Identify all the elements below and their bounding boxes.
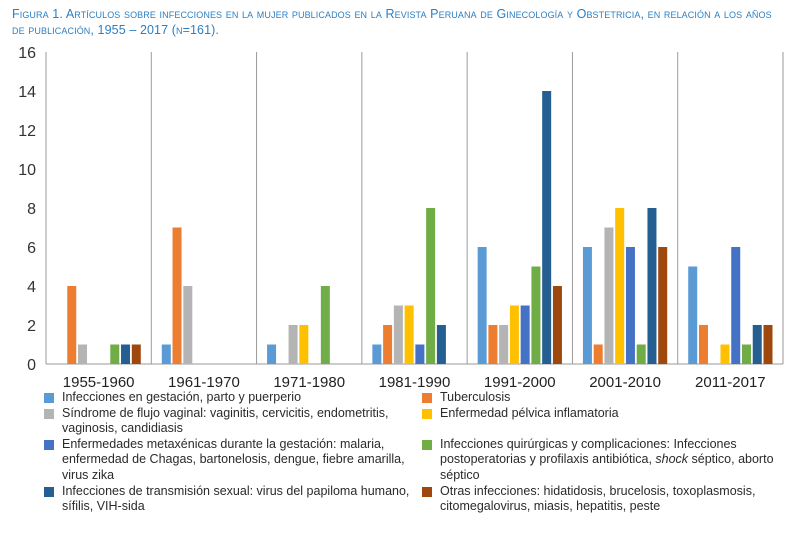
bar-5-4 (625, 247, 635, 364)
bar-6-7 (763, 325, 773, 364)
y-tick-label: 16 (18, 45, 36, 62)
y-tick-label: 2 (27, 318, 36, 335)
bar-5-7 (658, 247, 668, 364)
bar-2-3 (299, 325, 309, 364)
bar-0-7 (131, 344, 141, 364)
bar-4-5 (531, 266, 541, 364)
x-tick-label: 2001-2010 (589, 374, 661, 391)
legend-label: Síndrome de flujo vaginal: vaginitis, ce… (62, 405, 389, 436)
legend-swatch (44, 408, 54, 419)
y-tick-label: 14 (18, 84, 36, 101)
legend-item: Otras infecciones: hidatidosis, brucelos… (418, 484, 790, 515)
legend-swatch (422, 486, 432, 497)
bar-6-4 (731, 247, 741, 364)
bar-3-2 (393, 305, 403, 364)
y-tick-label: 8 (27, 201, 36, 218)
bar-0-1 (67, 286, 77, 364)
bar-4-4 (520, 305, 530, 364)
bar-6-3 (720, 344, 730, 364)
bar-2-2 (288, 325, 298, 364)
legend-label: Enfermedades metaxénicas durante la gest… (62, 436, 405, 482)
figure-caption: Figura 1. Artículos sobre infecciones en… (12, 7, 772, 37)
legend-label: Infecciones quirúrgicas y complicaciones… (440, 436, 774, 482)
bar-5-3 (615, 208, 625, 364)
bar-5-2 (604, 227, 614, 364)
y-tick-label: 10 (18, 162, 36, 179)
bar-4-1 (488, 325, 498, 364)
legend-swatch (422, 439, 432, 450)
bar-0-5 (110, 344, 120, 364)
bar-6-0 (688, 266, 698, 364)
x-tick-label: 1955-1960 (63, 374, 135, 391)
legend-item: Infecciones en gestación, parto y puerpe… (40, 390, 418, 406)
bar-2-5 (320, 286, 330, 364)
bar-1-1 (172, 227, 182, 364)
y-tick-label: 12 (18, 123, 36, 140)
bar-3-5 (426, 208, 436, 364)
chart-legend: Infecciones en gestación, parto y puerpe… (40, 390, 790, 515)
bar-3-0 (372, 344, 382, 364)
bar-3-6 (436, 325, 446, 364)
bar-6-1 (698, 325, 708, 364)
bar-4-0 (477, 247, 487, 364)
y-tick-label: 0 (27, 357, 36, 374)
bar-4-3 (509, 305, 519, 364)
bar-6-6 (752, 325, 762, 364)
bar-4-6 (542, 91, 552, 364)
bar-3-3 (404, 305, 414, 364)
y-tick-label: 4 (27, 279, 36, 296)
legend-swatch (422, 408, 432, 419)
legend-swatch (44, 439, 54, 450)
legend-swatch (44, 486, 54, 497)
bar-1-2 (183, 286, 193, 364)
legend-swatch (44, 393, 54, 403)
bar-5-1 (593, 344, 603, 364)
bar-0-2 (78, 344, 88, 364)
legend-label: Infecciones de transmisión sexual: virus… (62, 483, 410, 514)
bar-2-0 (267, 344, 277, 364)
x-tick-label: 1981-1990 (379, 374, 451, 391)
bar-6-5 (741, 344, 751, 364)
bar-5-5 (636, 344, 646, 364)
legend-item: Infecciones quirúrgicas y complicaciones… (418, 437, 790, 484)
bar-4-7 (552, 286, 562, 364)
bar-4-2 (499, 325, 509, 364)
legend-swatch (422, 393, 432, 403)
bar-3-1 (383, 325, 393, 364)
y-tick-label: 6 (27, 240, 36, 257)
bar-0-6 (121, 344, 131, 364)
legend-item: Tuberculosis (418, 390, 790, 406)
bar-5-6 (647, 208, 657, 364)
bar-5-0 (582, 247, 592, 364)
legend-item: Enfermedades metaxénicas durante la gest… (40, 437, 418, 484)
x-tick-label: 1971-1980 (273, 374, 345, 391)
legend-label: Otras infecciones: hidatidosis, brucelos… (440, 483, 756, 514)
x-tick-label: 1961-1970 (168, 374, 240, 391)
x-tick-label: 2011-2017 (695, 374, 766, 391)
legend-item: Infecciones de transmisión sexual: virus… (40, 484, 418, 515)
legend-item: Enfermedad pélvica inflamatoria (418, 406, 790, 437)
x-tick-label: 1991-2000 (484, 374, 556, 391)
bar-1-0 (161, 344, 171, 364)
legend-item: Síndrome de flujo vaginal: vaginitis, ce… (40, 406, 418, 437)
legend-label: Enfermedad pélvica inflamatoria (440, 405, 619, 420)
legend-label: Infecciones en gestación, parto y puerpe… (62, 390, 302, 404)
legend-label: Tuberculosis (440, 390, 511, 404)
bar-3-4 (415, 344, 425, 364)
